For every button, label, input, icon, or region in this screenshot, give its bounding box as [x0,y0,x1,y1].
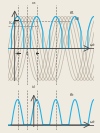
Text: $\theta_1$: $\theta_1$ [69,10,75,18]
Text: $V_s\sqrt{2}$: $V_s\sqrt{2}$ [8,20,19,27]
Text: $\theta_c$: $\theta_c$ [69,91,75,99]
Text: $\frac{\pi}{p}$: $\frac{\pi}{p}$ [35,51,38,59]
Text: $0$: $0$ [25,50,29,57]
Text: $\omega t$: $\omega t$ [89,119,96,125]
Text: $i_d$: $i_d$ [31,84,36,91]
Text: $V_d$: $V_d$ [74,15,80,23]
Text: $-\frac{\pi}{p}$: $-\frac{\pi}{p}$ [14,51,21,59]
Text: $v_s$: $v_s$ [31,0,37,7]
Text: $\omega t$: $\omega t$ [89,41,96,48]
